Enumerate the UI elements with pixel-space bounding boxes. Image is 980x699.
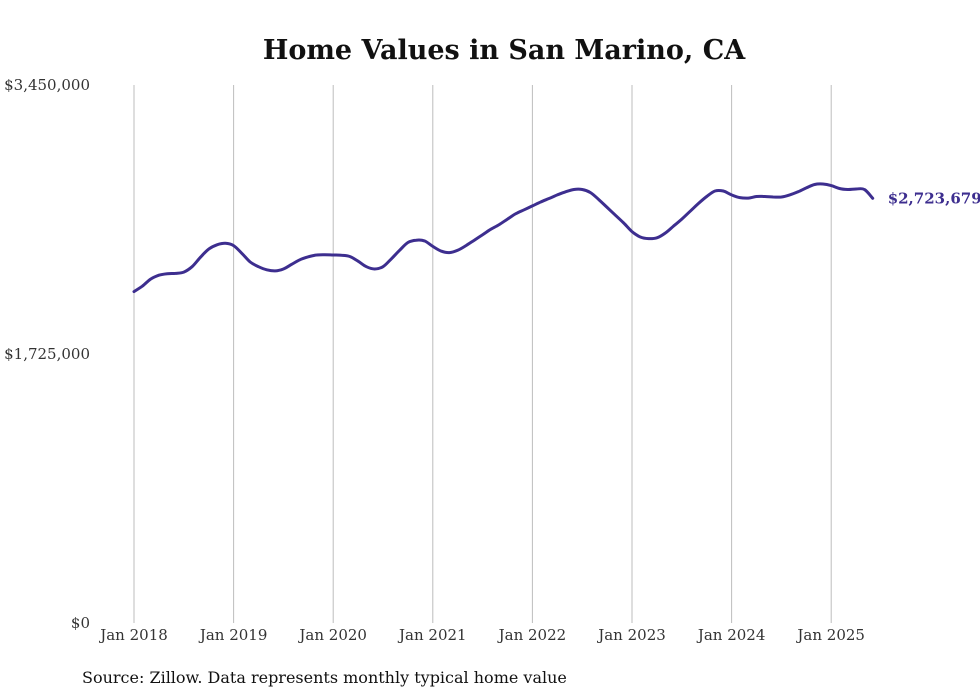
source-note: Source: Zillow. Data represents monthly … [82, 668, 567, 687]
chart-title: Home Values in San Marino, CA [263, 35, 746, 66]
x-tick-label: Jan 2024 [696, 626, 766, 644]
x-tick-label: Jan 2023 [596, 626, 666, 644]
x-gridlines [133, 85, 832, 623]
x-tick-label: Jan 2018 [98, 626, 168, 644]
y-tick-label: $1,725,000 [4, 345, 90, 363]
y-tick-label: $0 [71, 614, 90, 632]
end-value-label: $2,723,679 [888, 189, 980, 207]
x-tick-label: Jan 2019 [198, 626, 268, 644]
x-tick-label: Jan 2021 [397, 626, 467, 644]
y-tick-label: $3,450,000 [4, 76, 90, 94]
x-tick-label: Jan 2020 [297, 626, 367, 644]
x-axis-ticks: Jan 2018 Jan 2019 Jan 2020 Jan 2021 Jan 2022… [98, 626, 865, 644]
x-tick-label: Jan 2022 [497, 626, 567, 644]
x-tick-label: Jan 2025 [795, 626, 865, 644]
y-axis-ticks: $0 $1,725,000 $3,450,000 [4, 76, 90, 632]
series-line [132, 182, 875, 294]
